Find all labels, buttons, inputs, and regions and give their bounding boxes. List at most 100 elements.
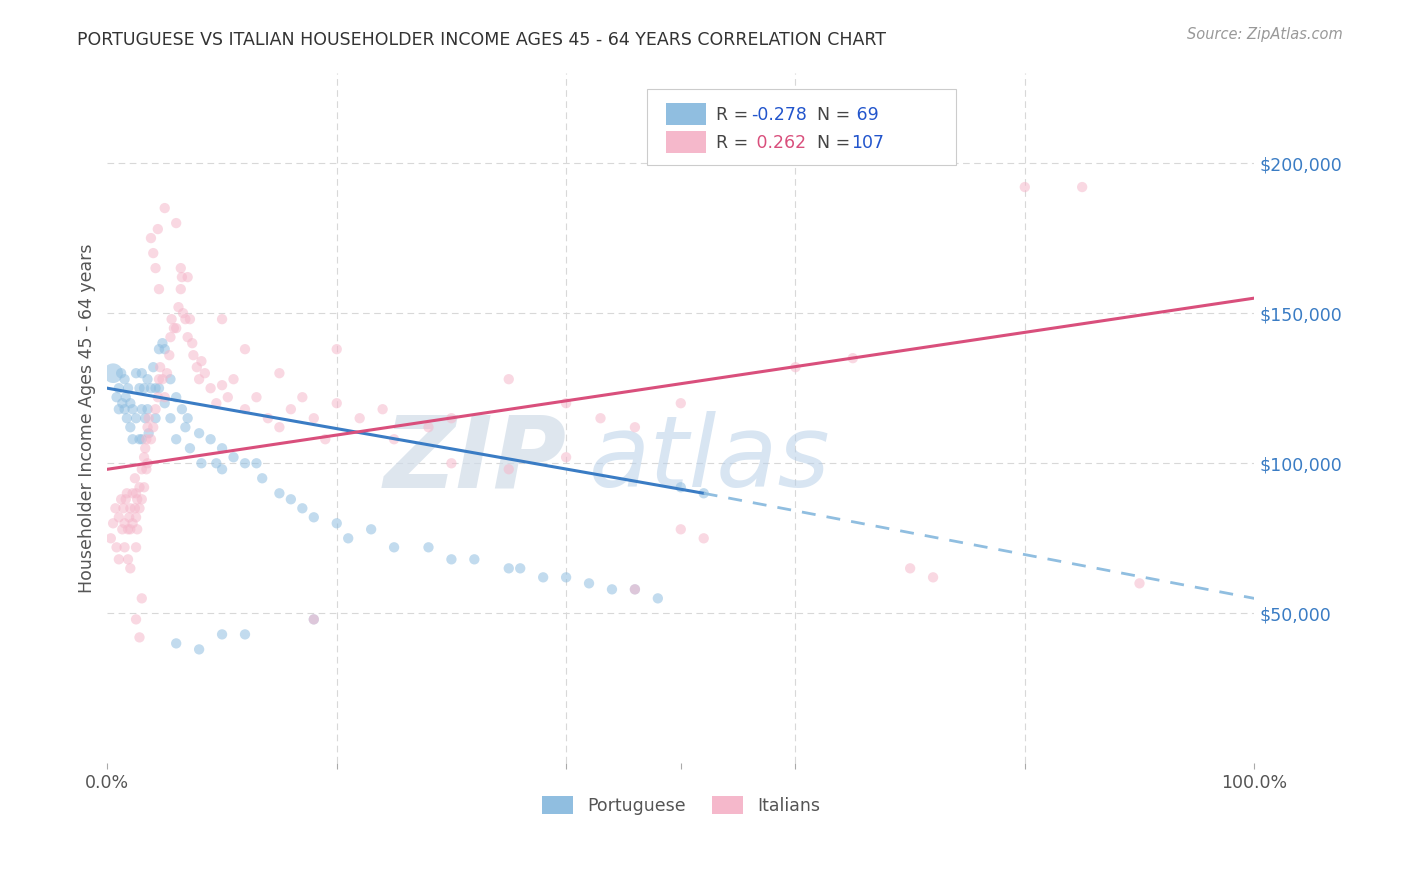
Point bbox=[112, 501, 135, 516]
Point bbox=[190, 354, 212, 368]
Point bbox=[647, 591, 669, 606]
Point bbox=[153, 201, 176, 215]
Point bbox=[181, 336, 204, 351]
Point bbox=[1014, 180, 1036, 194]
Point bbox=[128, 631, 150, 645]
Point bbox=[498, 561, 520, 575]
Text: ZIP: ZIP bbox=[382, 411, 567, 508]
Point bbox=[148, 381, 170, 395]
Point bbox=[101, 516, 124, 531]
Point bbox=[165, 390, 187, 404]
Point bbox=[111, 522, 134, 536]
Point bbox=[117, 552, 139, 566]
Point bbox=[233, 627, 256, 641]
Point bbox=[146, 222, 169, 236]
Point bbox=[176, 411, 198, 425]
Point bbox=[211, 462, 233, 476]
Point bbox=[135, 462, 157, 476]
Point bbox=[269, 366, 291, 380]
Point bbox=[120, 561, 142, 575]
Point bbox=[145, 402, 167, 417]
Point bbox=[418, 420, 440, 434]
Point bbox=[114, 541, 136, 555]
Point bbox=[842, 351, 865, 366]
Point bbox=[440, 552, 463, 566]
Point bbox=[170, 261, 193, 276]
Point bbox=[174, 312, 197, 326]
Point bbox=[128, 381, 150, 395]
Point bbox=[194, 366, 217, 380]
Point bbox=[114, 516, 136, 531]
Text: -0.278: -0.278 bbox=[751, 106, 807, 124]
Point bbox=[463, 552, 485, 566]
Point bbox=[280, 402, 302, 417]
Point bbox=[110, 492, 132, 507]
Point bbox=[170, 270, 193, 285]
Point bbox=[142, 360, 165, 375]
Point bbox=[211, 627, 233, 641]
Point bbox=[269, 420, 291, 434]
Text: 107: 107 bbox=[851, 134, 883, 152]
Point bbox=[108, 510, 131, 524]
Point bbox=[785, 360, 807, 375]
Point bbox=[922, 570, 945, 584]
Point bbox=[125, 411, 148, 425]
Point bbox=[115, 486, 138, 500]
Point bbox=[105, 390, 128, 404]
Point bbox=[302, 411, 325, 425]
Point bbox=[153, 342, 176, 356]
Point bbox=[245, 456, 267, 470]
Point bbox=[159, 372, 181, 386]
Point bbox=[120, 420, 142, 434]
Point bbox=[172, 306, 194, 320]
Point bbox=[440, 456, 463, 470]
Point bbox=[211, 442, 233, 456]
Point bbox=[280, 492, 302, 507]
Point bbox=[118, 510, 141, 524]
Point bbox=[104, 501, 127, 516]
Point bbox=[165, 216, 187, 230]
Point bbox=[136, 420, 159, 434]
Y-axis label: Householder Income Ages 45 - 64 years: Householder Income Ages 45 - 64 years bbox=[79, 244, 96, 593]
Point bbox=[145, 261, 167, 276]
Text: atlas: atlas bbox=[589, 411, 831, 508]
Point bbox=[146, 390, 169, 404]
Point bbox=[200, 381, 222, 395]
Point bbox=[589, 411, 612, 425]
Point bbox=[128, 501, 150, 516]
Point bbox=[160, 312, 183, 326]
Point bbox=[186, 360, 208, 375]
Point bbox=[200, 432, 222, 446]
Point bbox=[176, 330, 198, 344]
Point bbox=[132, 450, 155, 465]
Point bbox=[693, 531, 716, 545]
Point bbox=[669, 396, 692, 410]
Point bbox=[693, 486, 716, 500]
Point bbox=[600, 582, 623, 597]
Point bbox=[114, 372, 136, 386]
Point bbox=[257, 411, 280, 425]
Point bbox=[217, 390, 239, 404]
Point bbox=[222, 450, 245, 465]
Text: Source: ZipAtlas.com: Source: ZipAtlas.com bbox=[1187, 27, 1343, 42]
Point bbox=[148, 282, 170, 296]
Point bbox=[105, 541, 128, 555]
Point bbox=[176, 270, 198, 285]
Point bbox=[121, 486, 143, 500]
Point bbox=[139, 381, 162, 395]
Point bbox=[159, 411, 181, 425]
Point bbox=[1128, 576, 1150, 591]
Point bbox=[371, 402, 394, 417]
Point bbox=[138, 411, 160, 425]
Point bbox=[179, 312, 201, 326]
Point bbox=[165, 636, 187, 650]
Point bbox=[291, 501, 314, 516]
Point bbox=[120, 396, 142, 410]
Point bbox=[148, 372, 170, 386]
Point bbox=[121, 516, 143, 531]
Point bbox=[440, 411, 463, 425]
Point bbox=[117, 522, 139, 536]
Point bbox=[624, 420, 647, 434]
Point bbox=[233, 456, 256, 470]
Point bbox=[211, 312, 233, 326]
